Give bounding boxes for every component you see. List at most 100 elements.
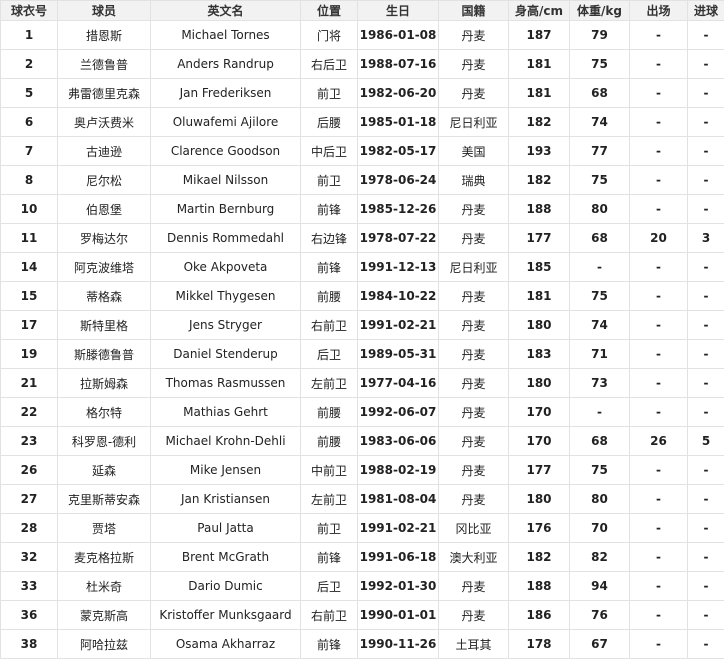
cell: 1978-07-22 — [357, 223, 439, 253]
cell: 前锋 — [300, 629, 358, 659]
cell: 7 — [0, 136, 58, 166]
cell: - — [569, 252, 630, 282]
cell: 75 — [569, 281, 630, 311]
cell: 15 — [0, 281, 58, 311]
player-row: 23 科罗恩-德利 Michael Krohn-Dehli 前腰 1983-06-06 丹… — [0, 426, 724, 456]
cell: 丹麦 — [438, 426, 509, 456]
cell: 阿克波维塔 — [57, 252, 151, 282]
cell: Mikael Nilsson — [150, 165, 301, 195]
cell: 伯恩堡 — [57, 194, 151, 224]
cell: Mathias Gehrt — [150, 397, 301, 427]
cell: 8 — [0, 165, 58, 195]
cell: Anders Randrup — [150, 49, 301, 79]
cell: 丹麦 — [438, 223, 509, 253]
cell: Paul Jatta — [150, 513, 301, 543]
cell: 70 — [569, 513, 630, 543]
player-row: 32 麦克格拉斯 Brent McGrath 前锋 1991-06-18 澳大利亚 182 8… — [0, 542, 724, 572]
cell: 尼尔松 — [57, 165, 151, 195]
cell: Thomas Rasmussen — [150, 368, 301, 398]
cell: Martin Bernburg — [150, 194, 301, 224]
cell: 26 — [0, 455, 58, 485]
player-row: 33 杜米奇 Dario Dumic 后卫 1992-01-30 丹麦 188 94- - — [0, 571, 724, 601]
cell: 26 — [629, 426, 688, 456]
cell: - — [687, 484, 724, 514]
cell: - — [687, 455, 724, 485]
cell: Jan Kristiansen — [150, 484, 301, 514]
cell: 丹麦 — [438, 484, 509, 514]
cell: 前锋 — [300, 252, 358, 282]
cell: - — [629, 49, 688, 79]
cell: - — [687, 542, 724, 572]
cell: 188 — [508, 194, 570, 224]
column-header: 生日 — [357, 0, 439, 21]
player-row: 6 奥卢沃费米 Oluwafemi Ajilore 后腰 1985-01-18 尼日利亚 1… — [0, 107, 724, 137]
column-header: 位置 — [300, 0, 358, 21]
cell: 前腰 — [300, 426, 358, 456]
cell: 6 — [0, 107, 58, 137]
cell: 1991-02-21 — [357, 310, 439, 340]
cell: 弗雷德里克森 — [57, 78, 151, 108]
cell: - — [687, 397, 724, 427]
cell: - — [629, 600, 688, 630]
cell: - — [629, 310, 688, 340]
cell: - — [687, 310, 724, 340]
cell: 左前卫 — [300, 484, 358, 514]
cell: 1992-01-30 — [357, 571, 439, 601]
cell: - — [687, 513, 724, 543]
cell: 76 — [569, 600, 630, 630]
table-body: 1 措恩斯 Michael Tornes 门将 1986-01-08 丹麦 187 79- - 2… — [0, 20, 724, 659]
cell: 1990-01-01 — [357, 600, 439, 630]
cell: 左前卫 — [300, 368, 358, 398]
cell: 斯特里格 — [57, 310, 151, 340]
cell: 右边锋 — [300, 223, 358, 253]
cell: 1978-06-24 — [357, 165, 439, 195]
cell: 181 — [508, 49, 570, 79]
cell: 74 — [569, 310, 630, 340]
cell: 32 — [0, 542, 58, 572]
cell: 170 — [508, 397, 570, 427]
cell: - — [687, 20, 724, 50]
cell: Oke Akpoveta — [150, 252, 301, 282]
cell: 右后卫 — [300, 49, 358, 79]
cell: 75 — [569, 165, 630, 195]
cell: 尼日利亚 — [438, 107, 509, 137]
cell: 20 — [629, 223, 688, 253]
player-row: 1 措恩斯 Michael Tornes 门将 1986-01-08 丹麦 187 79- - — [0, 20, 724, 50]
cell: - — [687, 600, 724, 630]
cell: 瑞典 — [438, 165, 509, 195]
cell: 5 — [687, 426, 724, 456]
header-row: 球衣号 球员 英文名 位置 生日 国籍 身高/cm 体重/kg 出场 进球 — [0, 0, 724, 21]
cell: - — [629, 20, 688, 50]
cell: 丹麦 — [438, 49, 509, 79]
cell: 3 — [687, 223, 724, 253]
player-row: 26 延森 Mike Jensen 中前卫 1988-02-19 丹麦 177 75- - — [0, 455, 724, 485]
cell: 奥卢沃费米 — [57, 107, 151, 137]
cell: Michael Krohn-Dehli — [150, 426, 301, 456]
cell: 182 — [508, 542, 570, 572]
cell: 土耳其 — [438, 629, 509, 659]
cell: 前腰 — [300, 397, 358, 427]
player-row: 27 克里斯蒂安森 Jan Kristiansen 左前卫 1981-08-04 丹麦 18… — [0, 484, 724, 514]
player-row: 22 格尔特 Mathias Gehrt 前腰 1992-06-07 丹麦 170- - - — [0, 397, 724, 427]
cell: 21 — [0, 368, 58, 398]
cell: 71 — [569, 339, 630, 369]
cell: - — [569, 397, 630, 427]
cell: 180 — [508, 484, 570, 514]
cell: 丹麦 — [438, 455, 509, 485]
cell: 73 — [569, 368, 630, 398]
cell: 格尔特 — [57, 397, 151, 427]
cell: 182 — [508, 165, 570, 195]
cell: 182 — [508, 107, 570, 137]
cell: 右前卫 — [300, 600, 358, 630]
cell: 36 — [0, 600, 58, 630]
cell: 冈比亚 — [438, 513, 509, 543]
cell: Jens Stryger — [150, 310, 301, 340]
cell: - — [629, 513, 688, 543]
cell: 187 — [508, 20, 570, 50]
cell: 181 — [508, 78, 570, 108]
cell: 丹麦 — [438, 339, 509, 369]
cell: 右前卫 — [300, 310, 358, 340]
cell: 中后卫 — [300, 136, 358, 166]
cell: 后卫 — [300, 571, 358, 601]
cell: 尼日利亚 — [438, 252, 509, 282]
